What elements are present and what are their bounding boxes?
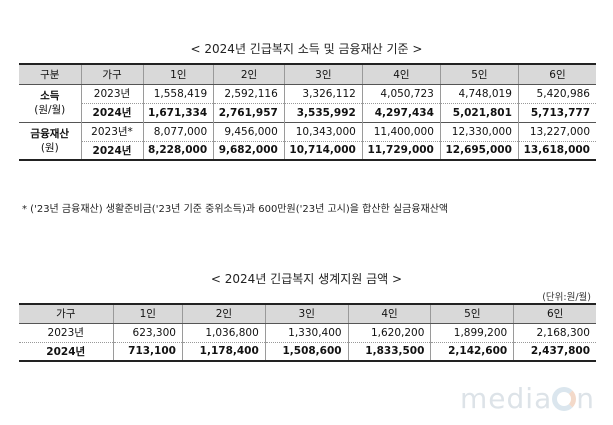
table-row: 2024년 8,228,000 9,682,000 10,714,000 11,… (19, 140, 596, 160)
header-cell: 3인 (264, 304, 349, 324)
value-cell: 5,021,801 (439, 102, 519, 122)
header-cell: 6인 (517, 64, 596, 85)
value-cell: 10,714,000 (283, 140, 363, 160)
value-cell: 2,437,800 (513, 341, 596, 361)
table-header-row: 가구 1인 2인 3인 4인 5인 6인 (19, 304, 596, 324)
value-cell: 2,142,600 (430, 341, 515, 361)
year-cell: 2024년 (81, 102, 144, 122)
year-cell: 2023년 (19, 322, 114, 342)
value-cell: 2,592,116 (213, 84, 285, 103)
table-row: 2023년 623,300 1,036,800 1,330,400 1,620,… (19, 322, 596, 342)
value-cell: 5,713,777 (517, 102, 596, 122)
header-cell: 1인 (142, 64, 215, 85)
income-asset-criteria-title: < 2024년 긴급복지 소득 및 금융재산 기준 > (190, 42, 423, 56)
header-cell: 5인 (430, 304, 515, 324)
unit-label: (단위:원/월) (542, 292, 591, 303)
header-cell: 6인 (513, 304, 596, 324)
table-row: 금융재산 (원) 2023년* 8,077,000 9,456,000 10,3… (19, 121, 596, 160)
year-cell: 2024년 (19, 341, 114, 361)
value-cell: 1,558,419 (142, 84, 215, 103)
value-cell: 5,420,986 (517, 84, 596, 103)
table-row: 2024년 713,100 1,178,400 1,508,600 1,833,… (19, 341, 596, 361)
table-row: 소득 (원/월) 2023년 1,558,419 2,592,116 3,326… (19, 84, 596, 122)
header-cell: 1인 (112, 304, 183, 324)
value-cell: 1,330,400 (264, 322, 349, 342)
value-cell: 8,077,000 (142, 121, 215, 141)
logo-ring-icon (552, 387, 577, 411)
value-cell: 13,618,000 (517, 140, 596, 160)
value-cell: 3,535,992 (283, 102, 363, 122)
header-cell: 4인 (347, 304, 432, 324)
value-cell: 1,833,500 (347, 341, 432, 361)
year-cell: 2023년 (80, 84, 144, 103)
income-label: 소득 (40, 90, 60, 102)
header-cell: 5인 (439, 64, 519, 85)
row-group-label-income: 소득 (원/월) (19, 84, 82, 122)
value-cell: 1,899,200 (430, 322, 515, 342)
value-cell: 1,036,800 (181, 322, 266, 342)
livelihood-support-table: 가구 1인 2인 3인 4인 5인 6인 2023년 623,300 1,036… (19, 303, 596, 362)
value-cell: 12,330,000 (439, 121, 519, 141)
value-cell: 4,050,723 (361, 84, 441, 103)
income-unit: (원/월) (34, 104, 66, 116)
header-cell: 3인 (283, 64, 363, 85)
value-cell: 11,729,000 (361, 140, 441, 160)
header-cell: 2인 (181, 304, 266, 324)
value-cell: 13,227,000 (517, 121, 596, 141)
value-cell: 4,297,434 (361, 102, 441, 122)
value-cell: 12,695,000 (439, 140, 519, 160)
row-group-label-assets: 금융재산 (원) (19, 121, 82, 160)
header-cell: 2인 (213, 64, 285, 85)
assets-unit: (원) (40, 141, 59, 154)
year-cell: 2024년 (81, 140, 144, 160)
value-cell: 1,620,200 (347, 322, 432, 342)
value-cell: 623,300 (112, 322, 183, 342)
watermark-logo: media n (460, 382, 595, 415)
table-row: 2024년 1,671,334 2,761,957 3,535,992 4,29… (19, 102, 596, 122)
value-cell: 10,343,000 (283, 121, 363, 141)
header-cell: 구분 (19, 64, 82, 85)
value-cell: 9,682,000 (213, 140, 285, 160)
value-cell: 1,671,334 (142, 102, 215, 122)
value-cell: 9,456,000 (213, 121, 285, 141)
header-cell: 가구 (80, 64, 144, 85)
header-cell: 가구 (19, 304, 114, 324)
assets-label: 금융재산 (30, 127, 70, 140)
livelihood-support-title: < 2024년 긴급복지 생계지원 금액 > (210, 272, 403, 286)
value-cell: 8,228,000 (142, 140, 215, 160)
value-cell: 11,400,000 (361, 121, 441, 141)
value-cell: 2,761,957 (213, 102, 285, 122)
footnote: * ('23년 금융재산) 생활준비금('23년 기준 중위소득)과 600만원… (22, 204, 449, 215)
value-cell: 713,100 (112, 341, 183, 361)
table-header-row: 구분 가구 1인 2인 3인 4인 5인 6인 (19, 64, 596, 85)
income-asset-criteria-table: 구분 가구 1인 2인 3인 4인 5인 6인 소득 (원/월) 2023년 1… (19, 63, 596, 161)
value-cell: 4,748,019 (439, 84, 519, 103)
value-cell: 3,326,112 (283, 84, 363, 103)
value-cell: 2,168,300 (513, 322, 596, 342)
year-cell: 2023년* (80, 121, 144, 141)
header-cell: 4인 (361, 64, 441, 85)
value-cell: 1,508,600 (264, 341, 349, 361)
value-cell: 1,178,400 (181, 341, 266, 361)
